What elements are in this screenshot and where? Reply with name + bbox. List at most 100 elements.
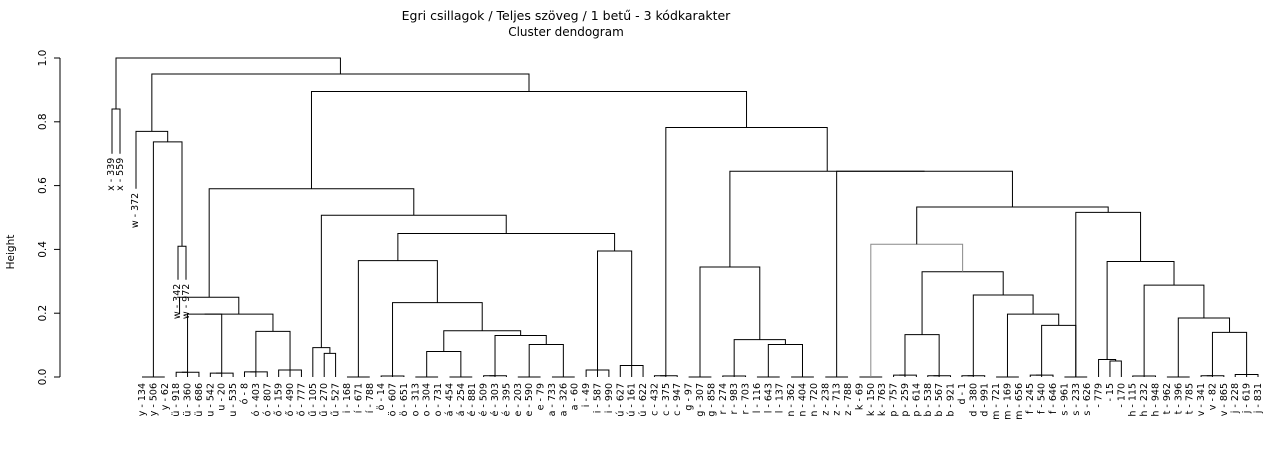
leaf-label: l - 137 [775, 383, 786, 413]
leaf-label: j - 228 [1230, 383, 1241, 414]
leaf-label: p - 757 [889, 383, 900, 417]
leaf-label: á - 454 [444, 383, 455, 416]
leaf-label: l - 643 [763, 383, 774, 413]
leaf-label: r - 983 [729, 383, 740, 415]
dendrogram-link [175, 371, 189, 377]
dendrogram-link [585, 369, 599, 377]
dendrogram-link [1075, 211, 1142, 377]
leaf-label: t - 785 [1185, 383, 1196, 414]
dendrogram-link [528, 343, 564, 377]
leaf-label: b - 921 [946, 383, 957, 417]
leaf-label: e - 79 [536, 383, 547, 410]
leaf-label: d - 1 [957, 383, 968, 405]
leaf-label: s - 626 [1082, 383, 1093, 416]
y-tick-label-5: 1.0 [37, 50, 49, 67]
dendrogram-link [323, 352, 337, 377]
leaf-label: h - 232 [1139, 383, 1150, 417]
dendrogram-link [115, 57, 341, 110]
dendrogram-link [243, 371, 257, 377]
leaf-label: c - 947 [672, 383, 683, 416]
leaf-label: - 170 [1116, 383, 1127, 408]
leaf-label: ó - 807 [262, 383, 273, 416]
leaf-label: n - 404 [797, 383, 808, 417]
leaf-label: n - 362 [786, 383, 797, 417]
leaf-label: s - 961 [1059, 383, 1070, 416]
dendrogram-link [443, 330, 522, 352]
dendrogram-link [386, 375, 405, 377]
dendrogram-link [312, 347, 331, 377]
dendrogram-link [921, 271, 1004, 335]
dendrogram-link [767, 343, 803, 377]
leaf-label: o - 304 [422, 383, 433, 416]
leaf-label: z - 238 [820, 383, 831, 416]
dendrogram-link [665, 127, 828, 376]
leaf-label: r - 703 [741, 383, 752, 415]
dendrogram-link [836, 170, 1013, 377]
dendrogram-link [619, 365, 633, 377]
dendrogram-link [1177, 317, 1231, 377]
leaf-label: m - 169 [1002, 383, 1013, 420]
leaf-label: ű - 105 [308, 383, 319, 417]
leaf-label: m - 656 [1014, 383, 1025, 420]
dendrogram-link [933, 375, 952, 377]
dendrogram-link [961, 375, 974, 377]
dendrogram-link [870, 243, 964, 377]
leaf-label: - 15 [1105, 383, 1116, 402]
dendrogram-link [1035, 374, 1054, 377]
y-axis: 0.0 0.2 0.4 0.6 0.8 1.0 [37, 50, 61, 385]
dendrogram-link [1029, 374, 1043, 377]
leaf-label: e - 590 [524, 383, 535, 416]
leaf-label: t - 396 [1173, 383, 1184, 414]
leaf-label: é - 395 [501, 383, 512, 416]
leaf-label: ö - 651 [399, 383, 410, 416]
leaf-label: u - 542 [205, 383, 216, 417]
leaf-label: h - 948 [1151, 383, 1162, 417]
leaf-label: ő - 490 [285, 383, 296, 416]
dendrogram-link [1234, 373, 1248, 377]
dendrogram-link [111, 108, 121, 154]
dendrogram-link [660, 375, 678, 377]
dendrogram-link [1109, 360, 1122, 377]
leaf-label: c - 375 [661, 383, 672, 416]
leaf-label: á - 254 [456, 383, 467, 416]
leaf-label: v - 341 [1196, 383, 1207, 416]
dendrogram-link [181, 371, 200, 377]
leaf-label: ó - 8 [239, 383, 250, 404]
leaf-label: u - 20 [217, 383, 228, 411]
leaf-label: p - 614 [911, 383, 922, 417]
leaf-label: z - 788 [843, 383, 854, 416]
y-tick-label-3: 0.6 [37, 177, 49, 194]
leaf-label: j - 831 [1253, 383, 1264, 414]
leaf-label: u - 535 [228, 383, 239, 417]
dendrogram-link [209, 372, 223, 377]
leaf-label: i - 49 [581, 383, 592, 407]
dendrogram-tree [111, 57, 1259, 378]
dendrogram-link [1098, 358, 1117, 377]
leaf-label: ü - 360 [183, 383, 194, 417]
dendrogram-link [426, 350, 462, 377]
dendrogram-link [904, 334, 940, 376]
dendrogram-link [1041, 324, 1077, 377]
leaf-label: y - 134 [137, 383, 148, 416]
leaf-label: f - 646 [1048, 383, 1059, 414]
leaf-label: k - 763 [877, 383, 888, 416]
y-tick-label-2: 0.4 [37, 241, 49, 258]
leaf-label: r - 274 [718, 383, 729, 415]
leaf-label: c - 432 [649, 383, 660, 416]
y-tick-label-4: 0.8 [37, 113, 49, 130]
dendrogram-link [1143, 284, 1205, 377]
leaf-label: l - 116 [752, 383, 763, 413]
chart-title: Egri csillagok / Teljes szöveg / 1 betű … [402, 8, 732, 23]
leaf-label: ó - 403 [251, 383, 262, 416]
dendrogram-link [1211, 331, 1248, 376]
leaf-label: y - 506 [148, 383, 159, 416]
leaf-label: m - 721 [991, 383, 1002, 420]
chart-subtitle: Cluster dendogram [508, 25, 624, 39]
dendrogram-link [899, 374, 917, 377]
dendrogram-link [625, 365, 644, 377]
leaf-label: é - 303 [490, 383, 501, 416]
leaf-label: b - 567 [934, 383, 945, 417]
dendrogram-link [591, 369, 610, 377]
